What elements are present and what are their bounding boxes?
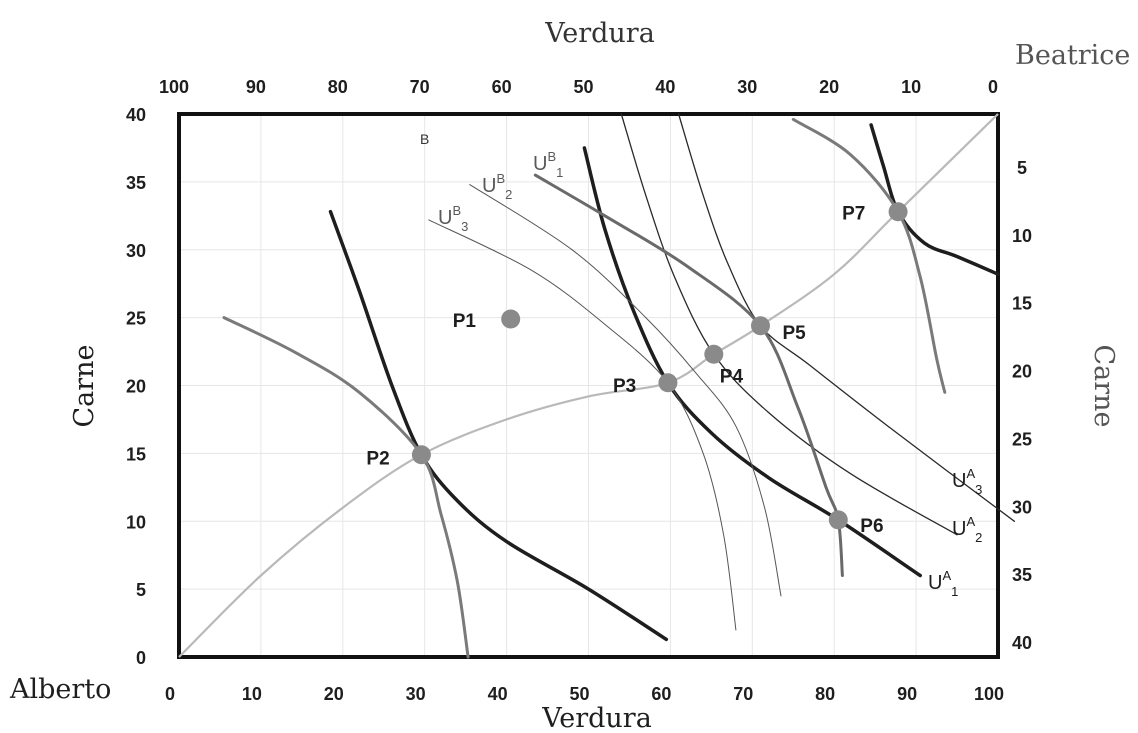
point-label-p5: P5 [782,323,806,344]
top-tick-label: 10 [901,77,921,97]
point-p2 [411,445,431,465]
bottom-tick-label: 50 [569,684,589,704]
bottom-axis-title: Verdura [541,703,652,733]
svg-text:UB1: UB1 [533,149,563,180]
right-tick-label: 10 [1012,226,1032,246]
contract-curve [178,113,999,658]
svg-text:UA3: UA3 [952,466,982,497]
left-tick-label: 5 [136,580,146,600]
box-frame [177,112,1000,659]
top-tick-label: 90 [246,77,266,97]
top-tick-label: 20 [819,77,839,97]
left-tick-label: 10 [126,512,146,532]
top-axis-title: Verdura [544,18,655,49]
bottom-tick-label: 20 [324,684,344,704]
bottom-tick-label: 90 [897,684,917,704]
point-p4 [704,344,724,364]
point-label-p3: P3 [613,376,636,397]
top-tick-label: 100 [159,77,189,97]
left-tick-label: 15 [126,444,146,464]
point-p7 [888,202,908,222]
left-axis-title: Carne [69,344,100,427]
right-tick-label: 40 [1012,633,1032,653]
ua3-label: UA3 [952,466,982,497]
svg-text:UA2: UA2 [952,514,982,545]
top-tick-label: 50 [573,77,593,97]
left-tick-label: 25 [126,309,146,329]
right-tick-label: 20 [1012,362,1032,382]
top-tick-label: 0 [988,77,998,97]
allocation-points: P1 P2 P3 P4 P5 P6 P7 [366,202,908,537]
indifference-curve-ub4 [791,117,947,394]
bottom-tick-label: 0 [165,684,175,704]
point-label-p4: P4 [720,366,744,387]
bottom-tick-label: 70 [733,684,753,704]
indifference-curve-ua4 [869,123,1000,276]
ua1-label: UA1 [928,568,958,599]
left-tick-label: 0 [136,648,146,668]
point-p1 [501,309,521,329]
b-mark-label: B [420,131,429,147]
svg-text:UB2: UB2 [482,171,512,202]
ub3-label: UB3 [438,203,468,234]
point-label-p6: P6 [860,516,883,537]
right-tick-label: 30 [1012,497,1032,517]
point-p3 [658,373,678,393]
ub2-label: UB2 [482,171,512,202]
ua2-label: UA2 [952,514,982,545]
indifference-curve-ub3 [428,219,737,631]
svg-text:UB3: UB3 [438,203,468,234]
right-tick-label: 5 [1017,158,1027,178]
point-label-p7: P7 [842,204,865,225]
bottom-tick-label: 30 [406,684,426,704]
origin-label-beatrice: Beatrice [1015,40,1130,71]
top-tick-label: 40 [655,77,675,97]
bottom-tick-label: 10 [242,684,262,704]
point-p5 [750,316,770,336]
top-tick-label: 70 [410,77,430,97]
top-tick-label: 30 [737,77,757,97]
indifference-curve-ub1 [533,173,844,577]
bottom-tick-label: 100 [974,684,1004,704]
right-tick-label: 35 [1012,565,1032,585]
gridlines [179,114,998,657]
indifference-curve-ua1 [328,209,669,642]
right-tick-label: 25 [1012,429,1032,449]
point-label-p1: P1 [453,311,477,332]
bottom-tick-label: 80 [815,684,835,704]
svg-text:UA1: UA1 [928,568,958,599]
left-tick-label: 35 [126,173,146,193]
top-tick-label: 80 [328,77,348,97]
right-axis-title: Carne [1088,344,1119,427]
indifference-curve-ub2 [469,184,782,597]
point-p6 [828,510,848,530]
ub1-label: UB1 [533,149,563,180]
left-tick-label: 30 [126,241,146,261]
bottom-tick-label: 40 [488,684,508,704]
left-tick-label: 40 [126,105,146,125]
top-tick-label: 60 [492,77,512,97]
point-label-p2: P2 [366,449,389,470]
right-tick-label: 15 [1012,294,1032,314]
origin-label-alberto: Alberto [9,674,111,705]
bottom-tick-label: 60 [651,684,671,704]
left-tick-label: 20 [126,377,146,397]
